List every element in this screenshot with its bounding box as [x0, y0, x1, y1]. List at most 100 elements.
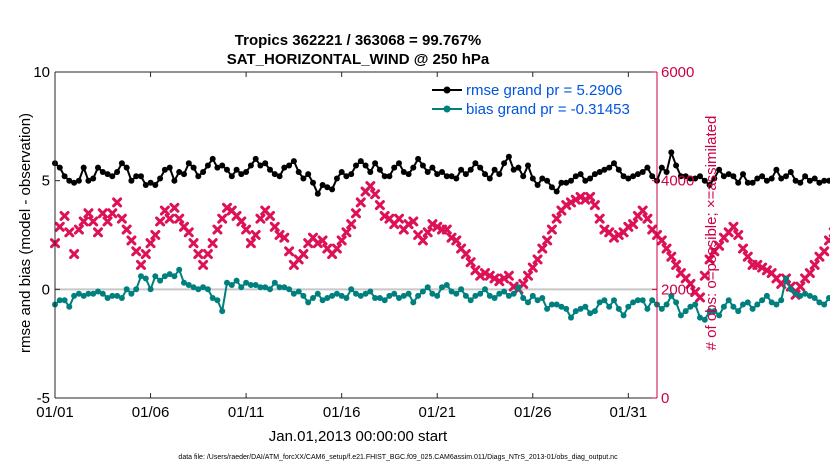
bias-point-33 [209, 295, 216, 301]
assimilated-marker-135 [695, 292, 705, 303]
bias-point-70 [386, 292, 393, 299]
rmse-point-95 [505, 153, 512, 160]
bias-point-142 [730, 303, 737, 310]
assimilated-marker-112 [585, 191, 596, 202]
assimilated-marker-14 [116, 213, 127, 224]
x-tick-label-0: 01/01 [36, 404, 74, 421]
rmse-point-129 [668, 149, 675, 156]
rmse-point-71 [391, 164, 398, 171]
bias-point-90 [482, 286, 488, 293]
y2-tick-label-2: 4000 [661, 173, 694, 190]
rmse-point-134 [692, 175, 699, 182]
rmse-point-119 [620, 173, 627, 180]
rmse-point-82 [443, 173, 450, 180]
assimilated-marker-144 [738, 243, 748, 254]
bias-point-118 [615, 305, 622, 312]
rmse-point-124 [644, 164, 651, 171]
chart-title-line1: Tropics 362221 / 363068 = 99.767% [235, 32, 481, 49]
rmse-point-99 [525, 162, 531, 169]
rmse-point-145 [744, 179, 751, 186]
assimilated-marker-32 [202, 249, 213, 260]
assimilated-marker-61 [341, 227, 352, 238]
bias-point-97 [515, 284, 522, 291]
bias-point-91 [486, 292, 493, 299]
bias-point-160 [816, 299, 823, 306]
bias-point-47 [276, 284, 283, 291]
assimilated-marker-137 [704, 254, 715, 265]
assimilated-marker-12 [107, 208, 118, 219]
assimilated-marker-159 [809, 259, 820, 270]
rmse-point-151 [773, 166, 780, 173]
bias-point-32 [204, 286, 211, 293]
assimilated-marker-99 [523, 270, 533, 281]
bias-point-144 [740, 301, 746, 308]
rmse-point-51 [295, 169, 302, 175]
rmse-point-68 [376, 166, 383, 173]
bias-point-151 [773, 301, 780, 308]
bias-point-158 [806, 292, 813, 299]
rmse-point-10 [99, 169, 106, 175]
assimilated-marker-124 [642, 213, 653, 224]
rmse-point-97 [515, 164, 522, 171]
rmse-point-111 [582, 177, 589, 184]
bias-point-121 [630, 299, 637, 306]
bias-point-157 [802, 290, 809, 297]
rmse-point-17 [133, 173, 140, 180]
bias-point-101 [534, 297, 541, 304]
rmse-point-42 [252, 155, 259, 162]
rmse-point-18 [138, 173, 144, 180]
rmse-point-9 [95, 164, 101, 171]
bias-point-87 [467, 297, 474, 304]
bias-point-61 [343, 295, 350, 301]
rmse-point-127 [658, 164, 665, 171]
rmse-point-84 [453, 175, 460, 182]
rmse-point-13 [114, 169, 121, 175]
assimilated-marker-64 [355, 197, 366, 208]
bias-point-141 [725, 297, 732, 304]
bias-point-52 [300, 292, 307, 299]
bias-point-159 [811, 295, 818, 301]
bias-point-56 [319, 297, 326, 304]
assimilated-marker-100 [527, 262, 538, 273]
bias-point-83 [448, 288, 455, 295]
rmse-point-44 [262, 160, 269, 167]
assimilated-marker-10 [97, 208, 108, 219]
rmse-point-48 [281, 164, 288, 171]
bias-point-6 [80, 292, 87, 299]
bias-point-129 [668, 292, 675, 299]
rmse-point-107 [563, 179, 570, 186]
assimilated-marker-156 [795, 281, 806, 292]
x-tick-label-6: 01/31 [610, 404, 648, 421]
assimilated-marker-20 [145, 238, 156, 249]
bias-point-134 [692, 301, 699, 308]
assimilated-marker-1 [54, 221, 65, 232]
rmse-point-81 [439, 169, 445, 175]
rmse-point-33 [209, 155, 216, 162]
rmse-point-72 [396, 160, 402, 167]
bias-point-26 [176, 266, 183, 273]
bias-point-145 [744, 299, 751, 306]
assimilated-marker-34 [212, 224, 223, 235]
rmse-point-100 [529, 175, 536, 182]
rmse-point-41 [247, 162, 254, 169]
rmse-point-32 [204, 162, 211, 169]
rmse-point-47 [276, 173, 283, 180]
rmse-point-135 [697, 173, 703, 180]
bias-point-35 [219, 308, 226, 315]
assimilated-marker-17 [131, 246, 142, 257]
bias-point-105 [553, 301, 560, 308]
bias-point-68 [376, 295, 383, 301]
rmse-point-103 [544, 177, 551, 184]
bias-point-39 [238, 284, 245, 291]
bias-point-149 [763, 292, 770, 299]
bias-point-135 [697, 314, 703, 321]
y-tick-label-0: -5 [37, 390, 50, 407]
bias-point-5 [75, 290, 82, 297]
x-tick-label-5: 01/26 [514, 404, 552, 421]
rmse-point-25 [171, 177, 178, 184]
bias-point-78 [424, 284, 431, 291]
legend-rmse-label: rmse grand pr = 5.2906 [466, 82, 622, 99]
bias-point-8 [90, 290, 97, 297]
bias-point-27 [181, 279, 187, 286]
bias-point-123 [639, 297, 646, 304]
